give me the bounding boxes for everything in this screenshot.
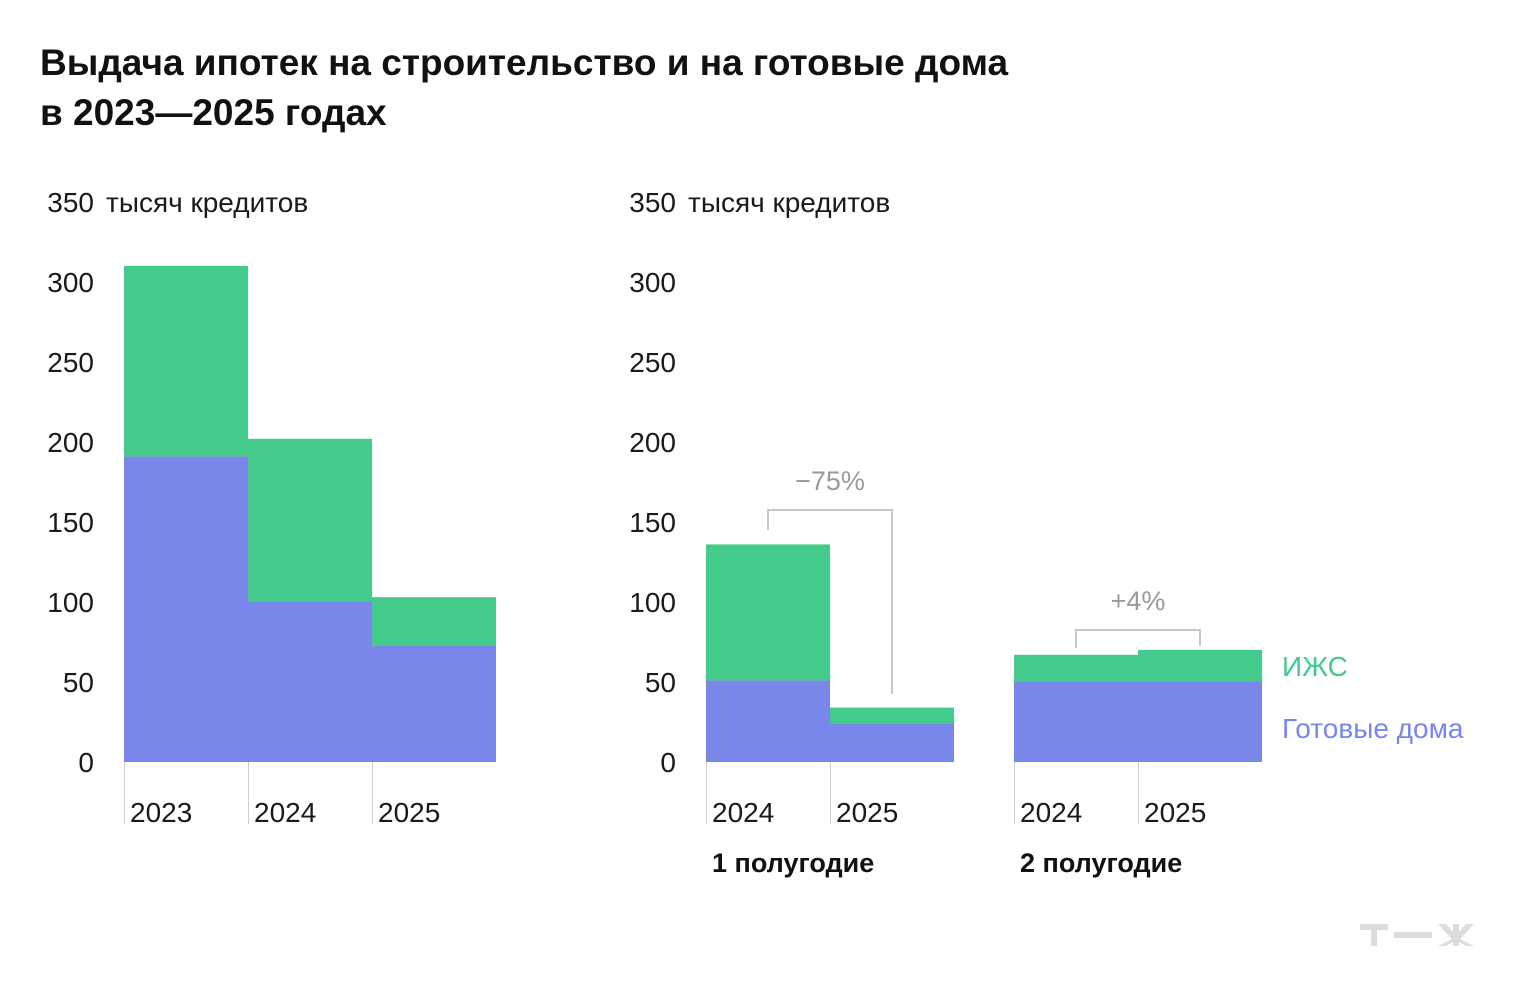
- chart1-2025-bar-izhs: [372, 597, 496, 646]
- chart1-2023-bar-izhs: [124, 266, 248, 457]
- chart2-ytick-0: 0: [660, 747, 676, 778]
- chart1-2025-bar-ready: [372, 645, 496, 762]
- chart2-change-annotation-1: −75%: [795, 466, 865, 496]
- chart2-group1-2024-bar-izhs: [706, 544, 830, 681]
- chart2-ytick-200: 200: [629, 427, 676, 458]
- chart2-group1-2025-bar-izhs: [830, 707, 954, 724]
- chart1-2024-bar-ready: [248, 602, 372, 762]
- chart1-ytick-200: 200: [47, 427, 94, 458]
- chart2-ytick-300: 300: [629, 267, 676, 298]
- chart2-change-annotation-2: +4%: [1111, 586, 1166, 616]
- chart1-2024-bar-izhs: [248, 438, 372, 602]
- chart1-ytick-100: 100: [47, 587, 94, 618]
- chart2-ytick-100: 100: [629, 587, 676, 618]
- chart1-ytick-0: 0: [78, 747, 94, 778]
- chart1-ytick-50: 50: [63, 667, 94, 698]
- chart2-group2-xtick-2024: 2024: [1020, 797, 1082, 828]
- chart2-group2-2024-bar-izhs: [1014, 654, 1138, 682]
- chart2-group2-xtick-2025: 2025: [1144, 797, 1206, 828]
- chart2-comparison-bracket-1: [767, 509, 893, 694]
- chart2-group1-xtick-2025: 2025: [836, 797, 898, 828]
- chart1-xtick-2023: 2023: [130, 797, 192, 828]
- chart2-group2-2024-bar-ready: [1014, 682, 1138, 762]
- chart1-unit-label: тысяч кредитов: [106, 187, 308, 218]
- chart2-ytick-150: 150: [629, 507, 676, 538]
- chart1-xtick-2025: 2025: [378, 797, 440, 828]
- chart2-group2-2025-bar-ready: [1138, 682, 1262, 762]
- chart1-ytick-350: 350: [47, 187, 94, 218]
- tzh-logo: [1360, 924, 1474, 946]
- chart1-ytick-150: 150: [47, 507, 94, 538]
- chart2-group2-2025-bar-izhs: [1138, 650, 1262, 682]
- chart2-ytick-50: 50: [645, 667, 676, 698]
- chart2-unit-label: тысяч кредитов: [688, 187, 890, 218]
- chart1-ytick-300: 300: [47, 267, 94, 298]
- chart2-group-label-2: 2 полугодие: [1020, 848, 1182, 878]
- chart2-ytick-250: 250: [629, 347, 676, 378]
- legend-ready-homes: Готовые дома: [1282, 713, 1464, 744]
- chart-title-line-2: в 2023—2025 годах: [40, 92, 387, 133]
- chart2-group1-2025-bar-ready: [830, 723, 954, 762]
- legend-izhs: ИЖС: [1282, 651, 1348, 682]
- chart-title: Выдача ипотек на строительство и на гото…: [40, 38, 1240, 138]
- chart2-group-label-1: 1 полугодие: [712, 848, 874, 878]
- chart2-group1-2024-bar-ready: [706, 680, 830, 762]
- chart1-xtick-2024: 2024: [254, 797, 316, 828]
- chart2-group1-xtick-2024: 2024: [712, 797, 774, 828]
- chart1-ytick-250: 250: [47, 347, 94, 378]
- chart-title-line-1: Выдача ипотек на строительство и на гото…: [40, 42, 1009, 83]
- chart2-ytick-350: 350: [629, 187, 676, 218]
- chart1-2023-bar-ready: [124, 456, 248, 762]
- chart2-comparison-bracket-2: [1075, 629, 1201, 648]
